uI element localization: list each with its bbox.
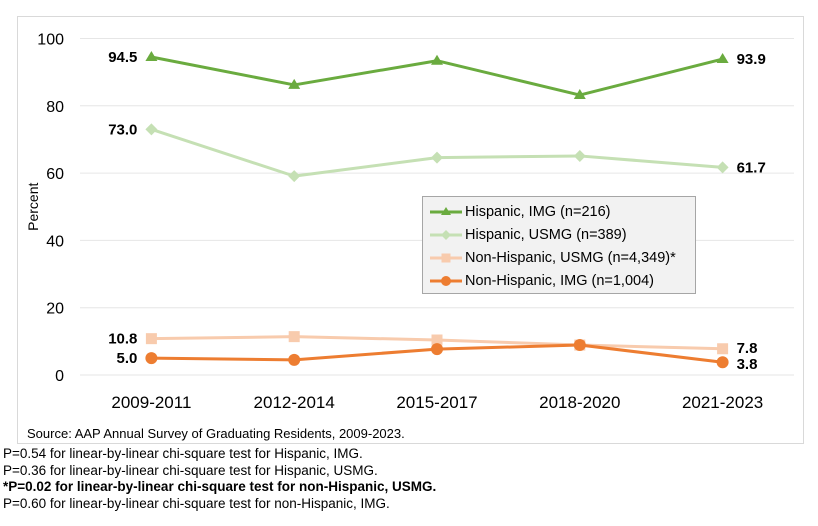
data-label: 61.7 (737, 159, 766, 176)
data-point (288, 170, 301, 183)
legend-label: Non-Hispanic, IMG (n=1,004) (465, 272, 654, 289)
series-lines (145, 51, 729, 369)
footnote: P=0.60 for linear-by-linear chi-square t… (3, 495, 390, 511)
data-label: 93.9 (737, 51, 766, 68)
legend-label: Non-Hispanic, USMG (n=4,349)* (465, 249, 676, 266)
data-label: 5.0 (117, 350, 138, 367)
x-tick-label: 2009-2011 (111, 393, 191, 412)
data-point (573, 339, 586, 352)
y-tick-label: 100 (37, 32, 64, 49)
x-axis-ticks: 2009-2011 2012-2014 2015-2017 2018-2020 2021… (111, 393, 763, 412)
x-tick-label: 2015-2017 (396, 393, 477, 412)
gridlines (80, 38, 794, 376)
legend-label: Hispanic, USMG (n=389) (465, 226, 627, 243)
data-point (716, 53, 729, 64)
footnotes: P=0.54 for linear-by-linear chi-square t… (3, 446, 436, 512)
footnote: P=0.54 for linear-by-linear chi-square t… (3, 446, 363, 461)
series-circle (145, 339, 729, 369)
y-tick-label: 40 (46, 233, 64, 250)
data-point (145, 352, 158, 365)
data-point (145, 51, 158, 62)
legend-item: Hispanic, IMG (n=216) (429, 200, 695, 223)
data-point (145, 333, 157, 345)
y-axis-label: Percent (25, 183, 41, 231)
data-point (573, 89, 586, 100)
legend-item: Non-Hispanic, IMG (n=1,004) (429, 269, 695, 292)
data-label: 7.8 (737, 340, 758, 357)
legend-item: Non-Hispanic, USMG (n=4,349)* (429, 246, 695, 269)
data-point (288, 78, 301, 89)
data-label: 73.0 (108, 121, 137, 138)
x-tick-label: 2021-2023 (682, 393, 763, 412)
legend-item: Hispanic, USMG (n=389) (429, 223, 695, 246)
data-point (288, 331, 300, 343)
x-tick-label: 2012-2014 (254, 393, 335, 412)
series-triangle (145, 51, 729, 100)
y-axis-ticks: 0 20 40 60 80 100 (37, 32, 64, 386)
data-point (431, 334, 443, 346)
circle-marker-icon (430, 275, 462, 286)
data-labels: 94.5 93.9 73.0 61.7 10.8 7.8 5.0 3.8 (108, 49, 766, 373)
footnote: *P=0.02 for linear-by-linear chi-square … (3, 479, 437, 494)
legend: Hispanic, IMG (n=216) Hispanic, USMG (n=… (422, 196, 696, 294)
data-point (288, 353, 301, 366)
x-tick-label: 2018-2020 (539, 393, 620, 412)
footnote: P=0.36 for linear-by-linear chi-square t… (3, 462, 378, 478)
data-point (716, 356, 729, 369)
y-tick-label: 80 (46, 99, 64, 116)
data-label: 3.8 (737, 356, 758, 373)
square-marker-icon (430, 253, 462, 262)
data-point (431, 54, 443, 65)
diamond-marker-icon (430, 229, 462, 240)
data-point (717, 343, 729, 355)
triangle-marker-icon (430, 206, 462, 215)
y-tick-label: 60 (46, 166, 64, 183)
data-point (573, 149, 586, 162)
data-point (431, 343, 443, 356)
y-tick-label: 0 (55, 368, 64, 385)
legend-label: Hispanic, IMG (n=216) (465, 203, 611, 220)
series-diamond (145, 123, 729, 183)
y-tick-label: 20 (46, 301, 64, 318)
data-point (431, 151, 443, 164)
data-label: 10.8 (108, 331, 137, 348)
data-point (716, 161, 729, 174)
data-point (145, 123, 158, 136)
source-note: Source: AAP Annual Survey of Graduating … (27, 426, 405, 441)
data-label: 94.5 (108, 49, 137, 66)
